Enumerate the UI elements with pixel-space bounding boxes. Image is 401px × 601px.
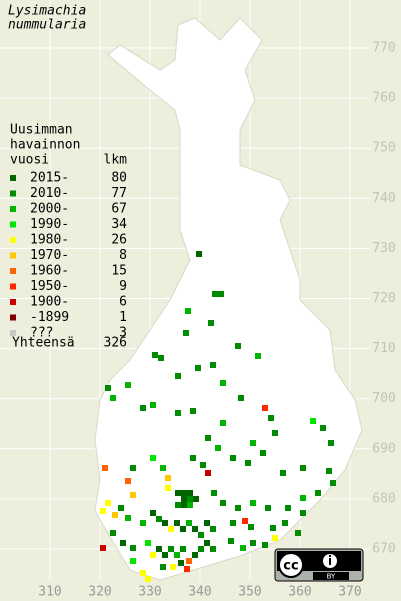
- legend-count: 6: [119, 295, 127, 310]
- legend-label: 2000-: [30, 202, 69, 217]
- legend-label: 1950-: [30, 279, 69, 294]
- legend-count: 77: [111, 186, 127, 201]
- legend-count: 80: [111, 171, 127, 186]
- legend-count: 3: [119, 326, 127, 341]
- legend-heading: havainnon: [10, 138, 80, 153]
- legend-total-label: Yhteensä: [12, 336, 75, 351]
- y-tick-label: 690: [372, 441, 395, 456]
- legend-label: 2010-: [30, 186, 69, 201]
- title: Lysimachia: [8, 4, 86, 19]
- y-tick-label: 770: [372, 41, 395, 56]
- legend-count: 15: [111, 264, 127, 279]
- legend-label: ???: [30, 326, 53, 341]
- legend-label: 1980-: [30, 233, 69, 248]
- legend-swatch: [10, 221, 16, 228]
- legend-swatch: [10, 299, 16, 305]
- license-text: BY: [327, 573, 336, 581]
- legend-count: 26: [111, 233, 127, 248]
- y-tick-label: 720: [372, 291, 395, 306]
- legend-label: 2015-: [30, 171, 69, 186]
- y-tick-label: 730: [372, 241, 395, 256]
- finland: [94, 17, 363, 581]
- legend-label: 1900-: [30, 295, 69, 310]
- x-tick-label: 310: [38, 585, 61, 600]
- legend-swatch: [10, 314, 16, 321]
- legend-heading: vuosi: [10, 153, 49, 168]
- legend-swatch: [10, 268, 16, 274]
- legend-swatch: [10, 252, 16, 259]
- license-badge: cc BY: [274, 548, 364, 582]
- x-tick-label: 330: [138, 585, 161, 600]
- legend-count: 9: [119, 279, 127, 294]
- legend-count: 67: [111, 202, 127, 217]
- x-tick-label: 320: [88, 585, 111, 600]
- legend-count: 8: [119, 248, 127, 263]
- y-tick-label: 680: [372, 491, 395, 506]
- legend-heading: Uusimman: [10, 123, 73, 138]
- legend-swatch: [10, 283, 16, 290]
- legend-swatch: [10, 175, 16, 181]
- y-tick-label: 740: [372, 191, 395, 206]
- x-tick-label: 350: [238, 585, 261, 600]
- legend-swatch: [10, 237, 16, 243]
- y-tick-label: 710: [372, 341, 395, 356]
- legend-total: 326: [104, 336, 127, 351]
- y-tick-label: 750: [372, 141, 395, 156]
- title: nummularia: [8, 18, 86, 33]
- legend-count-heading: lkm: [104, 153, 128, 168]
- legend-swatch: [10, 190, 16, 197]
- legend-label: 1970-: [30, 248, 69, 263]
- x-tick-label: 370: [338, 585, 361, 600]
- legend-swatch: [10, 330, 16, 336]
- y-tick-label: 760: [372, 91, 395, 106]
- legend-label: 1960-: [30, 264, 69, 279]
- legend-label: 1990-: [30, 217, 69, 232]
- y-tick-label: 700: [372, 391, 395, 406]
- observation-squares: [100, 251, 336, 582]
- x-tick-label: 360: [288, 585, 311, 600]
- legend-count: 34: [111, 217, 127, 232]
- legend-swatch: [10, 206, 16, 212]
- y-tick-label: 670: [372, 542, 395, 557]
- svg-text:cc: cc: [283, 559, 298, 574]
- x-tick-label: 340: [188, 585, 211, 600]
- legend-label: -1899: [30, 310, 69, 325]
- legend-count: 1: [119, 310, 127, 325]
